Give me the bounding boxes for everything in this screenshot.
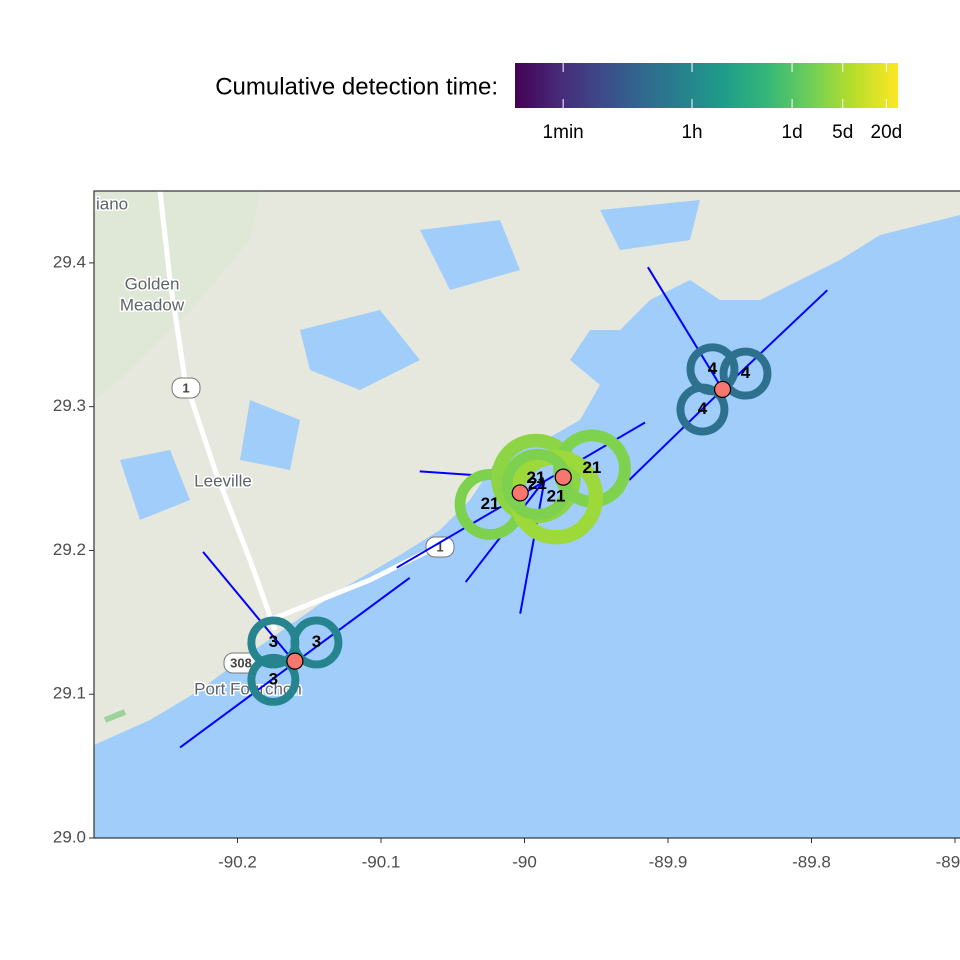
ring-label: 21 (582, 458, 601, 477)
y-tick-label: 29.1 (53, 684, 86, 703)
x-tick-label: -90.2 (218, 852, 257, 871)
segment (647, 266, 724, 390)
colorbar-label: 1d (782, 122, 803, 143)
x-tick-label: -90.1 (362, 852, 401, 871)
colorbar-label: 20d (871, 122, 903, 143)
panel-border (93, 190, 960, 839)
ring-label: 21 (481, 494, 500, 513)
shield-label: 308 (230, 655, 252, 670)
station (554, 468, 572, 486)
segment (628, 388, 724, 481)
shield (171, 377, 201, 399)
ring-label: 4 (698, 399, 708, 418)
shield (425, 536, 455, 558)
x-tick-label: -89.8 (792, 852, 831, 871)
legend-title: Cumulative detection time: (215, 73, 498, 100)
road (269, 537, 452, 623)
ring-label: 3 (269, 669, 278, 688)
y-tick-label: 29.4 (53, 252, 86, 271)
shield-label: 1 (182, 380, 189, 395)
ring (676, 383, 729, 436)
place-label: Port Fourchon (194, 679, 302, 698)
ring-label: 4 (741, 363, 751, 382)
lakes (120, 200, 700, 520)
ring (719, 347, 772, 400)
ring-label: 21 (547, 487, 566, 506)
place-label: Leeville (194, 471, 252, 490)
y-tick-label: 29.0 (53, 827, 86, 846)
ring (247, 653, 300, 706)
ring-label: 3 (312, 632, 321, 651)
y-tick-label: 29.2 (53, 540, 86, 559)
ring-label: 3 (269, 632, 278, 651)
island (103, 709, 127, 723)
place-label: Meadow (120, 295, 185, 314)
station (511, 484, 529, 502)
colorbar-label: 1h (681, 122, 702, 143)
colorbar-label: 1min (543, 122, 584, 143)
place-label: Golden (125, 274, 180, 293)
x-tick-label: -89.9 (649, 852, 688, 871)
map: iano Golden Meadow Leeville Port Fourcho… (94, 191, 960, 838)
y-tick-label: 29.3 (53, 396, 86, 415)
x-tick-label: -90 (512, 852, 537, 871)
place-label: iano (96, 194, 128, 213)
ring-label: 4 (708, 359, 718, 378)
x-tick-label: -89.7 (936, 852, 960, 871)
ring (290, 616, 343, 669)
shield-label: 1 (436, 539, 443, 554)
station (713, 380, 732, 399)
segment (202, 551, 296, 664)
road (157, 191, 278, 631)
segment (519, 479, 546, 614)
station (286, 652, 304, 670)
colorbar (515, 63, 898, 108)
land-green (94, 191, 260, 400)
colorbar-label: 5d (832, 122, 853, 143)
ring-label: 21 (527, 468, 546, 487)
segment (721, 289, 828, 391)
ring-label: 21 (528, 474, 547, 493)
